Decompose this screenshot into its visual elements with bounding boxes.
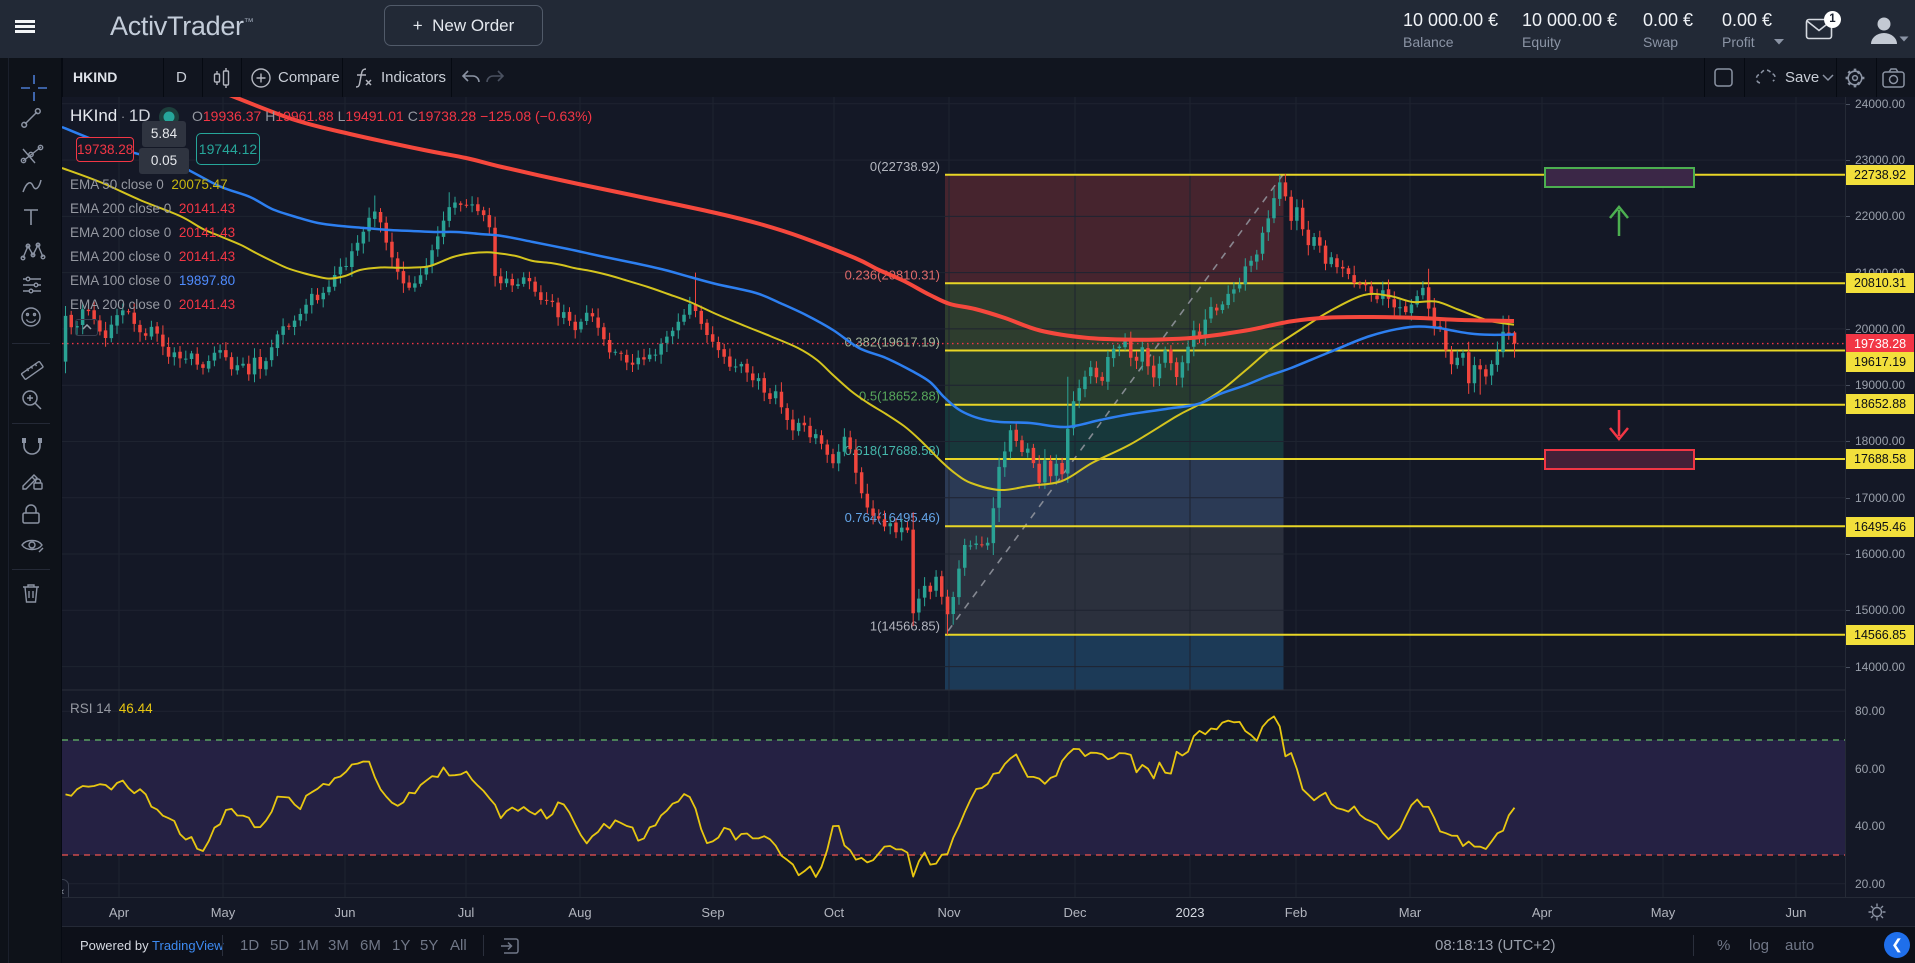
svg-text:0(22738.92): 0(22738.92) bbox=[870, 159, 940, 174]
svg-text:0.382(19617.19): 0.382(19617.19) bbox=[845, 335, 940, 350]
svg-text:0.618(17688.58): 0.618(17688.58) bbox=[845, 443, 940, 458]
svg-text:0.764(16495.46): 0.764(16495.46) bbox=[845, 510, 940, 525]
svg-text:1(14566.85): 1(14566.85) bbox=[870, 619, 940, 634]
svg-text:0.5(18652.88): 0.5(18652.88) bbox=[859, 389, 940, 404]
